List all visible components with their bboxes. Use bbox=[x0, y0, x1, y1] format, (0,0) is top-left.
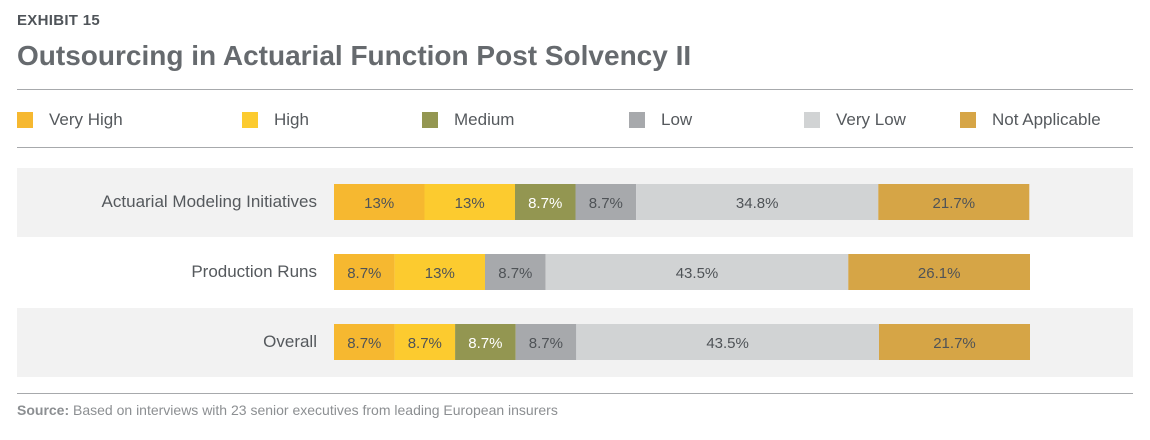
bar-segment bbox=[545, 254, 849, 290]
top-divider bbox=[17, 89, 1133, 90]
bar-segment bbox=[455, 324, 516, 360]
bar-segment bbox=[879, 324, 1030, 360]
data-label: 8.7% bbox=[498, 265, 532, 282]
bar-segment bbox=[394, 254, 486, 290]
category-label: Overall bbox=[263, 332, 317, 351]
bar-segment bbox=[878, 184, 1030, 220]
bottom-divider bbox=[17, 393, 1133, 394]
data-label: 8.7% bbox=[468, 335, 502, 352]
legend-swatch bbox=[242, 112, 258, 128]
source-label: Source: bbox=[17, 402, 70, 418]
data-label: 13% bbox=[455, 195, 485, 212]
data-label: 8.7% bbox=[347, 335, 381, 352]
bar-segment bbox=[575, 184, 637, 220]
legend-label: Very Low bbox=[836, 110, 906, 129]
data-label: 13% bbox=[364, 195, 394, 212]
legend-swatch bbox=[17, 112, 33, 128]
data-label: 8.7% bbox=[529, 335, 563, 352]
data-label: 21.7% bbox=[933, 335, 976, 352]
legend-swatch bbox=[629, 112, 645, 128]
legend-item-medium: Medium bbox=[422, 106, 514, 134]
data-label: 8.7% bbox=[347, 265, 381, 282]
legend-label: Medium bbox=[454, 110, 515, 129]
bar-segment bbox=[515, 324, 577, 360]
legend-label: Low bbox=[661, 110, 693, 129]
bar-segment bbox=[334, 324, 395, 360]
category-label: Production Runs bbox=[191, 262, 317, 281]
bar-segment bbox=[424, 184, 515, 220]
bar-segment bbox=[848, 254, 1030, 290]
legend-swatch bbox=[960, 112, 976, 128]
bar-segment bbox=[334, 254, 395, 290]
data-label: 8.7% bbox=[528, 195, 562, 212]
data-label: 34.8% bbox=[736, 195, 779, 212]
legend-label: Very High bbox=[49, 110, 123, 129]
bar-segment bbox=[394, 324, 456, 360]
category-label: Actuarial Modeling Initiatives bbox=[101, 192, 317, 211]
bar-segment bbox=[334, 184, 425, 220]
legend-item-very-high: Very High bbox=[17, 106, 123, 134]
bar-segment bbox=[636, 184, 879, 220]
data-label: 8.7% bbox=[408, 335, 442, 352]
data-label: 26.1% bbox=[918, 265, 961, 282]
chart-title: Outsourcing in Actuarial Function Post S… bbox=[17, 40, 692, 71]
exhibit-label: EXHIBIT 15 bbox=[17, 12, 101, 29]
data-label: 43.5% bbox=[706, 335, 749, 352]
source-text: Based on interviews with 23 senior execu… bbox=[73, 402, 558, 418]
legend-item-not-applicable: Not Applicable bbox=[960, 106, 1101, 134]
legend-divider bbox=[17, 147, 1133, 148]
legend-item-very-low: Very Low bbox=[804, 106, 906, 134]
bar-segment bbox=[576, 324, 879, 360]
data-label: 21.7% bbox=[933, 195, 976, 212]
legend-swatch bbox=[804, 112, 820, 128]
legend: Very High High Medium Low Very Low Not A… bbox=[17, 106, 1133, 134]
bar-segment bbox=[485, 254, 546, 290]
data-label: 8.7% bbox=[589, 195, 623, 212]
legend-swatch bbox=[422, 112, 438, 128]
bar-segment bbox=[515, 184, 576, 220]
legend-label: High bbox=[274, 110, 309, 129]
legend-item-high: High bbox=[242, 106, 309, 134]
legend-label: Not Applicable bbox=[992, 110, 1101, 129]
source-note: Source: Based on interviews with 23 seni… bbox=[17, 402, 558, 418]
data-label: 43.5% bbox=[676, 265, 719, 282]
legend-item-low: Low bbox=[629, 106, 692, 134]
data-label: 13% bbox=[425, 265, 455, 282]
